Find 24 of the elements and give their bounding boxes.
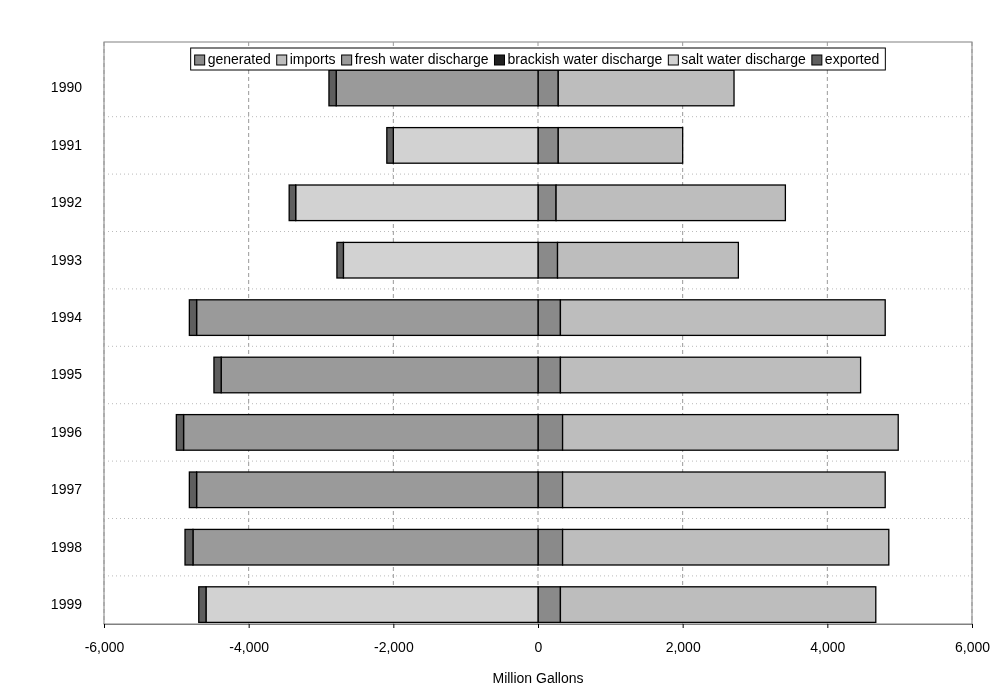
y-tick-label: 1991 bbox=[50, 136, 83, 153]
x-tick-label: 0 bbox=[534, 638, 543, 655]
y-tick-label: 1997 bbox=[50, 481, 83, 498]
y-tick-label: 1995 bbox=[50, 366, 83, 383]
y-tick-label: 1998 bbox=[50, 538, 83, 555]
x-tick-label: -2,000 bbox=[373, 638, 414, 655]
y-tick-label: 1996 bbox=[50, 423, 83, 440]
y-tick-label: 1992 bbox=[50, 194, 83, 211]
x-tick-label: 4,000 bbox=[810, 638, 846, 655]
y-tick-label: 1994 bbox=[50, 309, 83, 326]
x-tick-label: 6,000 bbox=[954, 638, 991, 655]
y-tick-label: 1999 bbox=[50, 596, 83, 613]
x-tick-label: 2,000 bbox=[665, 638, 701, 655]
x-tick-label: -6,000 bbox=[84, 638, 125, 655]
x-tick-label: -4,000 bbox=[229, 638, 270, 655]
x-axis-title: Million Gallons bbox=[492, 670, 584, 686]
y-tick-label: 1993 bbox=[50, 251, 83, 268]
legend-label: salt water discharge bbox=[681, 51, 807, 67]
legend-label: fresh water discharge bbox=[354, 51, 489, 67]
legend-label: generated bbox=[207, 51, 271, 67]
legend-label: imports bbox=[289, 51, 336, 67]
y-tick-label: 1990 bbox=[50, 79, 83, 96]
legend-label: brackish water discharge bbox=[507, 51, 663, 67]
legend-label: exported bbox=[824, 51, 880, 67]
